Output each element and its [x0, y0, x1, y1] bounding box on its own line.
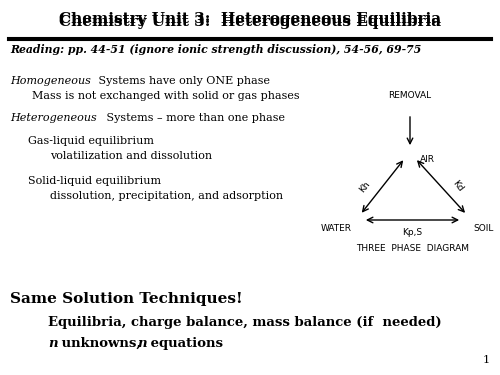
- Text: AIR: AIR: [420, 155, 435, 164]
- Text: Systems have only ONE phase: Systems have only ONE phase: [95, 76, 270, 86]
- Text: Chemistry Unit 3:  Heterogeneous Equilibria: Chemistry Unit 3: Heterogeneous Equilibr…: [59, 15, 441, 29]
- Text: Heterogeneous: Heterogeneous: [10, 113, 97, 123]
- Text: Equilibria, charge balance, mass balance (if  needed): Equilibria, charge balance, mass balance…: [48, 316, 442, 329]
- Text: dissolution, precipitation, and adsorption: dissolution, precipitation, and adsorpti…: [50, 191, 283, 201]
- Text: WATER: WATER: [321, 224, 352, 233]
- Text: Kd: Kd: [451, 179, 465, 194]
- Text: Mass is not exchanged with solid or gas phases: Mass is not exchanged with solid or gas …: [32, 91, 299, 101]
- Text: equations: equations: [146, 337, 223, 350]
- Text: unknowns,: unknowns,: [57, 337, 146, 350]
- Text: Same Solution Techniques!: Same Solution Techniques!: [10, 292, 242, 306]
- Text: REMOVAL: REMOVAL: [388, 91, 432, 100]
- Text: Reading: pp. 44-51 (ignore ionic strength discussion), 54-56, 69-75: Reading: pp. 44-51 (ignore ionic strengt…: [10, 44, 422, 55]
- Text: Kp,S: Kp,S: [402, 228, 422, 237]
- Text: Systems – more than one phase: Systems – more than one phase: [103, 113, 285, 123]
- Text: 1: 1: [483, 355, 490, 365]
- Text: Solid-liquid equilibrium: Solid-liquid equilibrium: [28, 176, 161, 186]
- Text: Kh: Kh: [358, 179, 372, 194]
- Text: n: n: [137, 337, 146, 350]
- Text: n: n: [48, 337, 58, 350]
- Text: Gas-liquid equilibrium: Gas-liquid equilibrium: [28, 136, 154, 146]
- Text: Chemistry Unit 3:  Heterogeneous Equilibria: Chemistry Unit 3: Heterogeneous Equilibr…: [59, 12, 441, 26]
- Text: THREE  PHASE  DIAGRAM: THREE PHASE DIAGRAM: [356, 244, 469, 253]
- Text: Homogeneous: Homogeneous: [10, 76, 91, 86]
- Text: SOIL: SOIL: [473, 224, 494, 233]
- Text: volatilization and dissolution: volatilization and dissolution: [50, 151, 212, 161]
